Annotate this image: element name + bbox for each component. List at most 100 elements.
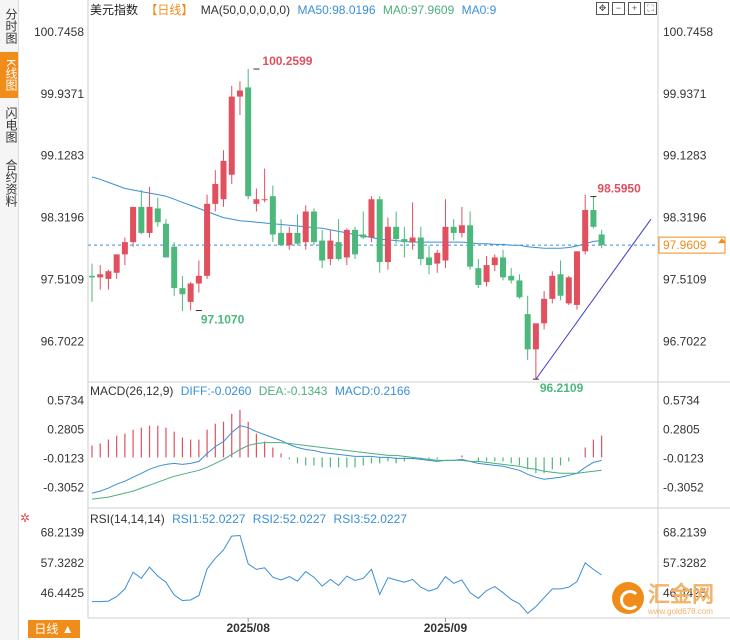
- time-label: 2025/08: [226, 621, 270, 635]
- candle-body: [598, 234, 605, 246]
- rsi-tick-right: 57.3282: [663, 556, 707, 570]
- candle-body: [138, 206, 145, 233]
- price-tick-right: 99.9371: [663, 87, 707, 101]
- rsi1-value: RSI1:52.0227: [172, 512, 246, 526]
- ma0-value-a: MA0:97.9609: [382, 3, 455, 17]
- candle-body: [401, 239, 408, 243]
- fullscreen-icon[interactable]: ⛶: [644, 2, 657, 15]
- period-selector-button[interactable]: 日线 ▲: [28, 620, 80, 638]
- candle-body: [516, 280, 523, 298]
- zoom-in-icon[interactable]: +: [628, 2, 641, 15]
- watermark-icon: [612, 582, 644, 614]
- macd-diff-line: [91, 425, 602, 494]
- current-price-tag-text: 97.9609: [663, 238, 707, 252]
- ma0-value-b: MA0:9: [461, 3, 497, 17]
- candle-body: [565, 277, 572, 304]
- candle-body: [121, 242, 128, 255]
- price-tick-left: 98.3196: [41, 211, 85, 225]
- candle-body: [204, 203, 211, 276]
- candle-body: [89, 275, 95, 278]
- rsi3-value: RSI3:52.0227: [333, 512, 407, 526]
- instrument-title: 美元指数: [90, 3, 139, 17]
- rsi-label[interactable]: RSI(14,14,14): [90, 512, 165, 526]
- candle-body: [253, 199, 260, 204]
- candle-body: [352, 229, 359, 255]
- candle-body: [278, 232, 285, 246]
- candle-body: [327, 240, 334, 259]
- macd-tick-left: -0.3052: [43, 481, 84, 495]
- price-tick-left: 100.7458: [34, 25, 84, 39]
- candle-body: [146, 206, 153, 233]
- tab-timeshare[interactable]: 分时图: [4, 8, 18, 44]
- price-tick-right: 99.1283: [663, 149, 707, 163]
- candle-body: [500, 257, 506, 278]
- candle-body: [376, 199, 383, 263]
- macd-dea-value: DEA:-0.1343: [258, 384, 328, 398]
- zoom-out-icon[interactable]: −: [612, 2, 625, 15]
- candle-body: [228, 96, 235, 175]
- watermark-name: 汇金网: [648, 582, 715, 607]
- price-tag-arrow-icon: [718, 238, 726, 244]
- candle-body: [220, 160, 227, 200]
- candle-body: [319, 240, 326, 261]
- candle-body: [113, 254, 120, 273]
- candle-body: [130, 206, 137, 243]
- time-label: 2025/09: [424, 621, 468, 635]
- candle-body: [360, 234, 367, 238]
- macd-tick-right: -0.3052: [663, 481, 704, 495]
- candle-body: [212, 183, 219, 204]
- tab-kline[interactable]: K线图: [0, 52, 18, 98]
- watermark-url: www.gold678.com: [648, 607, 713, 616]
- candle-body: [195, 275, 202, 284]
- candle-body: [393, 226, 400, 240]
- macd-dea-line: [91, 442, 602, 500]
- candle-body: [417, 237, 424, 259]
- macd-tick-right: -0.0123: [663, 452, 704, 466]
- candle-body: [467, 225, 474, 267]
- annotation-min-left: 97.1070: [201, 313, 245, 327]
- watermark-logo: 汇金网 www.gold678.com: [612, 582, 722, 618]
- macd-tick-right: 0.5734: [663, 394, 700, 408]
- period-label[interactable]: 【日线】: [145, 3, 194, 17]
- macd-diff-value: DIFF:-0.0260: [180, 384, 252, 398]
- candle-body: [508, 275, 515, 281]
- rsi-tick-left: 46.4425: [41, 586, 85, 600]
- price-tick-left: 99.9371: [41, 87, 85, 101]
- price-tick-right: 98.3196: [663, 211, 707, 225]
- rsi-tick-left: 68.2139: [41, 526, 85, 540]
- price-tick-right: 97.5109: [663, 273, 707, 287]
- candle-body: [549, 275, 556, 299]
- fit-icon[interactable]: ✥: [596, 2, 609, 15]
- candle-body: [458, 225, 465, 233]
- candle-body: [524, 314, 531, 350]
- rsi-tick-right: 68.2139: [663, 526, 707, 540]
- rsi-tick-right: 46.4425: [663, 586, 707, 600]
- tab-flash[interactable]: 闪电图: [4, 107, 18, 143]
- candle-body: [269, 196, 276, 235]
- candle-body: [368, 199, 375, 238]
- macd-tick-right: 0.2805: [663, 423, 700, 437]
- candle-body: [179, 288, 186, 295]
- candle-body: [245, 87, 252, 197]
- price-tick-left: 97.5109: [41, 273, 85, 287]
- candle-body: [475, 268, 482, 286]
- candle-body: [154, 208, 161, 223]
- candle-body: [343, 229, 350, 258]
- candle-body: [384, 226, 391, 263]
- rsi2-value: RSI2:52.0227: [252, 512, 327, 526]
- candle-body: [426, 257, 433, 266]
- tab-contract-info[interactable]: 合约资料: [4, 159, 18, 207]
- macd-label[interactable]: MACD(26,12,9): [90, 384, 174, 398]
- annotation-min-right: 96.2109: [540, 381, 584, 395]
- rsi-settings-icon[interactable]: ✲: [20, 511, 31, 525]
- ma-settings-label[interactable]: MA(50,0,0,0,0,0): [200, 3, 291, 17]
- macd-tick-left: 0.5734: [47, 394, 84, 408]
- annotation-recent-high: 98.5950: [597, 182, 641, 196]
- rsi-tick-left: 57.3282: [41, 556, 85, 570]
- candle-body: [491, 257, 498, 266]
- trend-line: [535, 218, 652, 380]
- price-tick-right: 96.7022: [663, 335, 707, 349]
- rsi-header: RSI(14,14,14) RSI1:52.0227 RSI2:52.0227 …: [90, 512, 411, 526]
- candle-body: [236, 90, 243, 97]
